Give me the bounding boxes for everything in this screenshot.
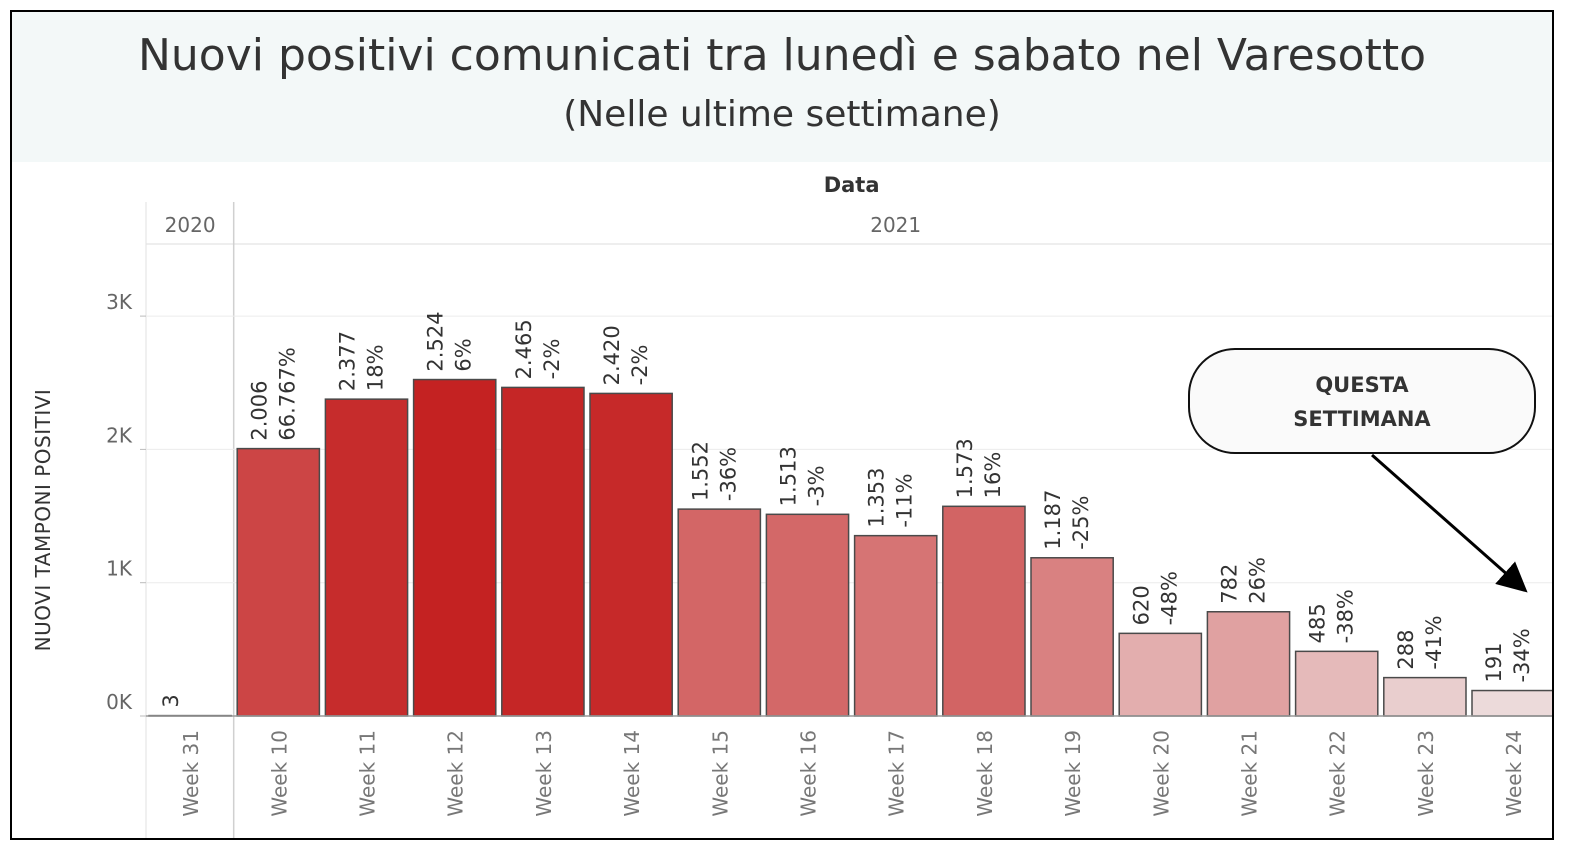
ytick-label-0K: 0K — [106, 690, 133, 714]
category-label-0: Week 31 — [179, 730, 203, 817]
ytick-label-3K: 3K — [106, 290, 133, 314]
pct-label-5: -2% — [628, 345, 652, 386]
category-label-13: Week 22 — [1326, 730, 1350, 817]
pct-label-11: -48% — [1157, 571, 1181, 625]
pct-label-15: -34% — [1510, 628, 1534, 682]
bar-week-16 — [765, 513, 850, 717]
pct-label-8: -11% — [893, 473, 917, 527]
pct-label-7: -3% — [805, 465, 829, 506]
bar-week-24 — [1471, 689, 1552, 717]
value-label-7: 1.513 — [777, 446, 801, 506]
value-label-1: 2.006 — [247, 380, 271, 440]
annotation-line-0: QUESTA — [1315, 373, 1409, 397]
bar-week-18 — [942, 505, 1026, 717]
bar-week-20 — [1118, 632, 1203, 717]
chart-header: Nuovi positivi comunicati tra lunedì e s… — [12, 12, 1552, 162]
annotation-line-1: SETTIMANA — [1293, 407, 1431, 431]
bar-chart: Data 2020 2021 0K 1K 2K 3K NUOVI TAMPONI POSITI… — [31, 173, 1552, 838]
pct-label-10: -25% — [1069, 496, 1093, 550]
bar-week-14 — [589, 392, 673, 717]
pct-label-4: -2% — [540, 339, 564, 380]
value-label-6: 1.552 — [688, 441, 712, 501]
bar-week-22 — [1294, 650, 1379, 717]
pct-label-12: 26% — [1246, 557, 1270, 604]
chart-frame: Nuovi positivi comunicati tra lunedì e s… — [10, 10, 1554, 840]
bar-week-10 — [236, 447, 321, 717]
value-label-4: 2.465 — [512, 319, 536, 379]
category-label-10: Week 19 — [1061, 730, 1085, 817]
value-label-8: 1.353 — [865, 468, 889, 528]
annotation-callout-box — [1188, 348, 1536, 454]
ytick-label-2K: 2K — [106, 423, 133, 447]
bar-week-19 — [1030, 557, 1114, 717]
category-label-7: Week 16 — [797, 730, 821, 817]
pct-label-1: 66.767% — [275, 347, 299, 440]
value-label-12: 782 — [1218, 564, 1242, 604]
bar-week-21 — [1206, 611, 1291, 717]
pct-label-3: 6% — [452, 338, 476, 371]
value-label-13: 485 — [1306, 603, 1330, 643]
value-label-2: 2.377 — [336, 331, 360, 391]
bar-week-15 — [677, 508, 762, 717]
category-label-9: Week 18 — [973, 730, 997, 817]
pct-label-2: 18% — [364, 344, 388, 391]
pct-label-9: 16% — [981, 452, 1005, 499]
bar-week-17 — [853, 534, 938, 717]
value-label-3: 2.524 — [424, 311, 448, 371]
value-label-15: 191 — [1482, 642, 1506, 682]
year-label-2021: 2021 — [870, 213, 921, 237]
value-label-10: 1.187 — [1041, 490, 1065, 550]
bar-week-13 — [501, 386, 585, 717]
bar-week-12 — [412, 378, 497, 717]
annotation-arrow — [1371, 453, 1528, 593]
pct-label-14: -41% — [1422, 615, 1446, 669]
y-axis-title: NUOVI TAMPONI POSITIVI — [31, 389, 55, 652]
pct-label-13: -38% — [1334, 589, 1358, 643]
category-label-6: Week 15 — [708, 730, 732, 817]
top-axis-label: Data — [824, 173, 880, 197]
year-label-2020: 2020 — [165, 213, 216, 237]
value-label-14: 288 — [1394, 630, 1418, 670]
chart-title: Nuovi positivi comunicati tra lunedì e s… — [137, 30, 1427, 81]
category-label-2: Week 11 — [356, 730, 380, 817]
bar-week-11 — [324, 398, 409, 717]
category-label-1: Week 10 — [267, 730, 291, 817]
value-label-0: 3 — [159, 694, 183, 707]
value-label-5: 2.420 — [600, 325, 624, 385]
category-label-5: Week 14 — [620, 730, 644, 817]
category-label-11: Week 20 — [1149, 730, 1173, 817]
ytick-label-1K: 1K — [106, 557, 133, 581]
category-label-15: Week 24 — [1502, 730, 1526, 817]
chart-subtitle: (Nelle ultime settimane) — [563, 94, 1001, 135]
value-label-9: 1.573 — [953, 438, 977, 498]
category-label-12: Week 21 — [1238, 730, 1262, 817]
pct-label-6: -36% — [716, 447, 740, 501]
category-label-14: Week 23 — [1414, 730, 1438, 817]
category-label-3: Week 12 — [444, 730, 468, 817]
value-label-11: 620 — [1129, 585, 1153, 625]
category-label-4: Week 13 — [532, 730, 556, 817]
bar-week-23 — [1383, 676, 1467, 717]
category-label-8: Week 17 — [885, 730, 909, 817]
